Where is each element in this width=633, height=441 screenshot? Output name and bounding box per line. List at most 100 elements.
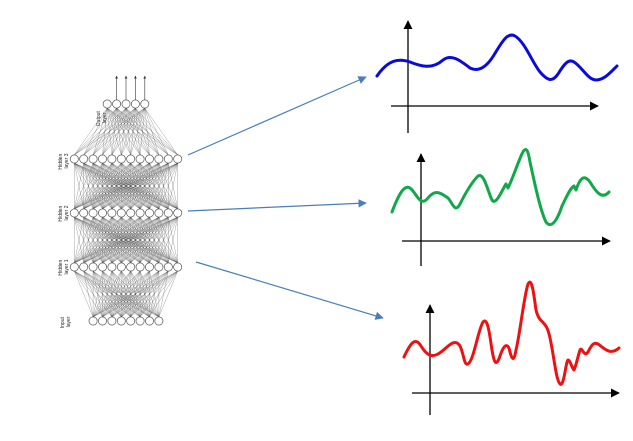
network-connection: [93, 270, 178, 318]
network-node: [126, 208, 136, 218]
network-connection: [149, 217, 178, 263]
network-connection: [74, 107, 127, 156]
network-connection: [121, 270, 178, 318]
network-connection: [149, 271, 178, 317]
network-connection: [130, 162, 178, 210]
network-node: [69, 208, 79, 218]
network-connection: [144, 108, 178, 155]
network-connection: [102, 270, 178, 318]
network-connection: [74, 216, 122, 264]
neural-network: Output layer Hidden layer 3 Hidden layer…: [58, 75, 183, 329]
network-connection: [92, 271, 113, 317]
network-connection: [149, 163, 178, 209]
network-node: [98, 208, 107, 218]
signal-plot-red: [402, 280, 621, 415]
network-node: [135, 262, 145, 272]
network-connection: [83, 271, 94, 317]
network-connection: [130, 270, 178, 318]
network-connection: [74, 163, 113, 209]
network-connection: [92, 270, 141, 318]
network-connection: [92, 271, 131, 317]
network-connection: [102, 162, 178, 210]
network-connection: [74, 162, 141, 210]
network-node: [116, 262, 126, 272]
network-connection: [93, 270, 159, 318]
network-connection: [74, 163, 84, 209]
network-node: [102, 99, 112, 109]
network-connection: [121, 108, 145, 155]
network-connection: [92, 107, 145, 156]
network-node: [145, 208, 154, 218]
network-connection: [74, 108, 108, 155]
network-connection: [144, 108, 150, 155]
network-node: [126, 262, 136, 272]
network-node: [130, 99, 140, 109]
network-node: [163, 208, 173, 218]
layer-label-hidden-3: Hidden layer 3: [58, 152, 70, 169]
signal-curve-red: [402, 280, 621, 386]
signal-plot-green: [390, 147, 611, 266]
network-connection: [102, 107, 145, 156]
network-connection: [168, 217, 178, 263]
network-node: [154, 208, 164, 218]
network-connection: [168, 163, 178, 209]
network-node: [145, 154, 154, 164]
network-connection: [74, 216, 150, 264]
network-connection: [74, 162, 122, 210]
network-node: [88, 262, 98, 272]
network-connection: [139, 163, 178, 209]
network-connection: [158, 271, 178, 317]
network-connections: [74, 107, 178, 318]
network-node: [121, 99, 131, 109]
network-node: [98, 154, 107, 164]
network-connection: [83, 107, 145, 156]
network-node: [173, 208, 183, 218]
network-connection: [74, 163, 94, 209]
network-connection: [93, 162, 178, 210]
network-nodes: [69, 99, 183, 326]
network-node: [126, 154, 136, 164]
layer-label-hidden-1: Hidden layer 1: [58, 258, 70, 275]
signal-curve-green: [390, 147, 611, 227]
network-connection: [74, 107, 145, 156]
layer-label-input: Input layer: [60, 316, 72, 329]
network-connection: [74, 162, 159, 210]
network-connection: [111, 216, 178, 264]
network-node: [79, 208, 89, 218]
network-connection: [74, 217, 94, 263]
network-node: [154, 154, 164, 164]
network-node: [135, 208, 145, 218]
connector-arrow-top: [187, 76, 367, 156]
network-connection: [74, 107, 136, 156]
network-connection: [93, 216, 178, 264]
network-node: [140, 99, 150, 109]
network-connection: [158, 163, 178, 209]
layer-label-hidden-2: Hidden layer 2: [58, 204, 70, 221]
network-connection: [144, 108, 169, 155]
signal-curve-blue: [375, 33, 619, 82]
network-node: [79, 154, 89, 164]
signal-plot-blue: [375, 20, 619, 133]
network-node: [107, 154, 117, 164]
network-connection: [139, 217, 178, 263]
network-connection: [74, 216, 169, 264]
network-connection: [121, 162, 178, 210]
network-node: [107, 316, 117, 326]
network-node: [107, 262, 117, 272]
network-connection: [74, 216, 131, 264]
connector-arrow-middle: [187, 199, 367, 212]
network-connection: [74, 216, 178, 264]
network-connection: [74, 271, 94, 317]
network-connection: [144, 108, 160, 155]
network-node: [69, 262, 79, 272]
connector-arrows: [187, 76, 384, 320]
network-connection: [92, 271, 103, 317]
network-node: [163, 262, 173, 272]
network-connection: [74, 162, 178, 210]
network-connection: [74, 107, 117, 156]
connector-arrow-bottom: [195, 261, 384, 320]
network-node: [154, 316, 164, 326]
network-connection: [111, 108, 145, 155]
network-connection: [74, 217, 113, 263]
